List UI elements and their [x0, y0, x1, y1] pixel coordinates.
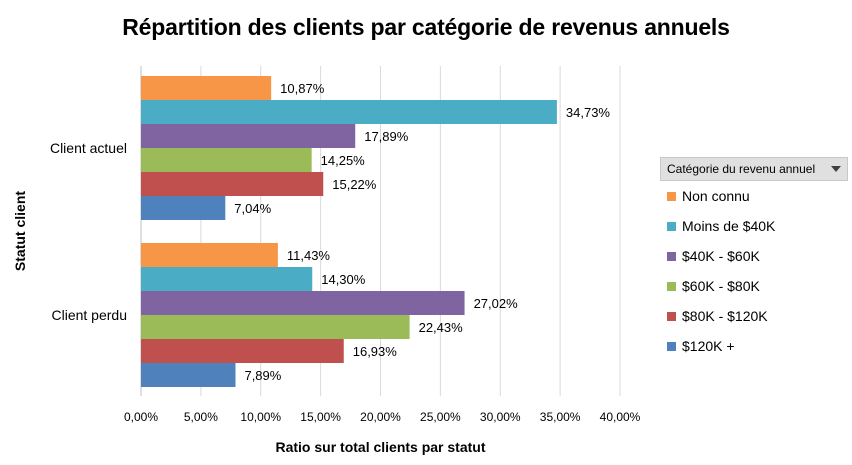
legend-swatch	[667, 281, 676, 291]
legend-item: Moins de $40K	[660, 211, 850, 241]
bar	[141, 172, 324, 196]
legend-item: $60K - $80K	[660, 271, 850, 301]
legend-filter-button[interactable]: Catégorie du revenu annuel	[660, 157, 848, 181]
x-tick-label: 5,00%	[184, 410, 218, 424]
x-tick-label: 30,00%	[480, 410, 521, 424]
bar	[141, 196, 226, 220]
x-tick-label: 25,00%	[420, 410, 461, 424]
bar	[141, 243, 278, 267]
data-label: 22,43%	[419, 320, 464, 335]
x-tick-label: 10,00%	[240, 410, 281, 424]
data-label: 34,73%	[566, 105, 611, 120]
legend-item: $40K - $60K	[660, 241, 850, 271]
legend-swatch	[667, 341, 676, 351]
data-label: 16,93%	[353, 344, 398, 359]
x-axis-title: Ratio sur total clients par statut	[275, 439, 485, 455]
legend-swatch	[667, 221, 676, 231]
legend-item: $80K - $120K	[660, 301, 850, 331]
data-label: 15,22%	[332, 177, 377, 192]
chevron-down-icon	[831, 166, 841, 172]
legend-label: $60K - $80K	[682, 278, 760, 294]
legend-items: Non connu Moins de $40K $40K - $60K $60K - …	[660, 181, 850, 361]
legend-swatch	[667, 191, 676, 201]
data-label: 14,25%	[321, 153, 366, 168]
x-tick-label: 40,00%	[600, 410, 641, 424]
x-tick-label: 20,00%	[360, 410, 401, 424]
data-label: 7,04%	[234, 201, 271, 216]
bar	[141, 124, 356, 148]
legend-swatch	[667, 311, 676, 321]
legend-label: $40K - $60K	[682, 248, 760, 264]
x-tick-label: 0,00%	[124, 410, 158, 424]
legend-label: $120K +	[682, 338, 735, 354]
legend-header-label: Catégorie du revenu annuel	[667, 162, 816, 176]
legend-swatch	[667, 251, 676, 261]
legend: Catégorie du revenu annuel Non connu Moin…	[660, 157, 850, 361]
chart-title: Répartition des clients par catégorie de…	[122, 14, 730, 40]
bar	[141, 148, 312, 172]
y-category-label: Client actuel	[50, 140, 127, 156]
data-label: 14,30%	[321, 272, 366, 287]
x-tick-label: 35,00%	[540, 410, 581, 424]
legend-item: $120K +	[660, 331, 850, 361]
legend-label: $80K - $120K	[682, 308, 768, 324]
bar	[141, 267, 313, 291]
bar	[141, 76, 272, 100]
bar	[141, 315, 410, 339]
bar	[141, 339, 344, 363]
data-label: 27,02%	[474, 296, 519, 311]
y-axis-title: Statut client	[12, 191, 28, 271]
y-category-label: Client perdu	[52, 307, 128, 323]
bar	[141, 291, 465, 315]
bar	[141, 100, 557, 124]
data-label: 17,89%	[364, 129, 409, 144]
data-label: 7,89%	[244, 368, 281, 383]
data-label: 10,87%	[280, 81, 325, 96]
data-label: 11,43%	[287, 248, 331, 263]
legend-item: Non connu	[660, 181, 850, 211]
bar	[141, 363, 236, 387]
x-tick-label: 15,00%	[300, 410, 341, 424]
legend-label: Non connu	[682, 188, 750, 204]
legend-label: Moins de $40K	[682, 218, 776, 234]
